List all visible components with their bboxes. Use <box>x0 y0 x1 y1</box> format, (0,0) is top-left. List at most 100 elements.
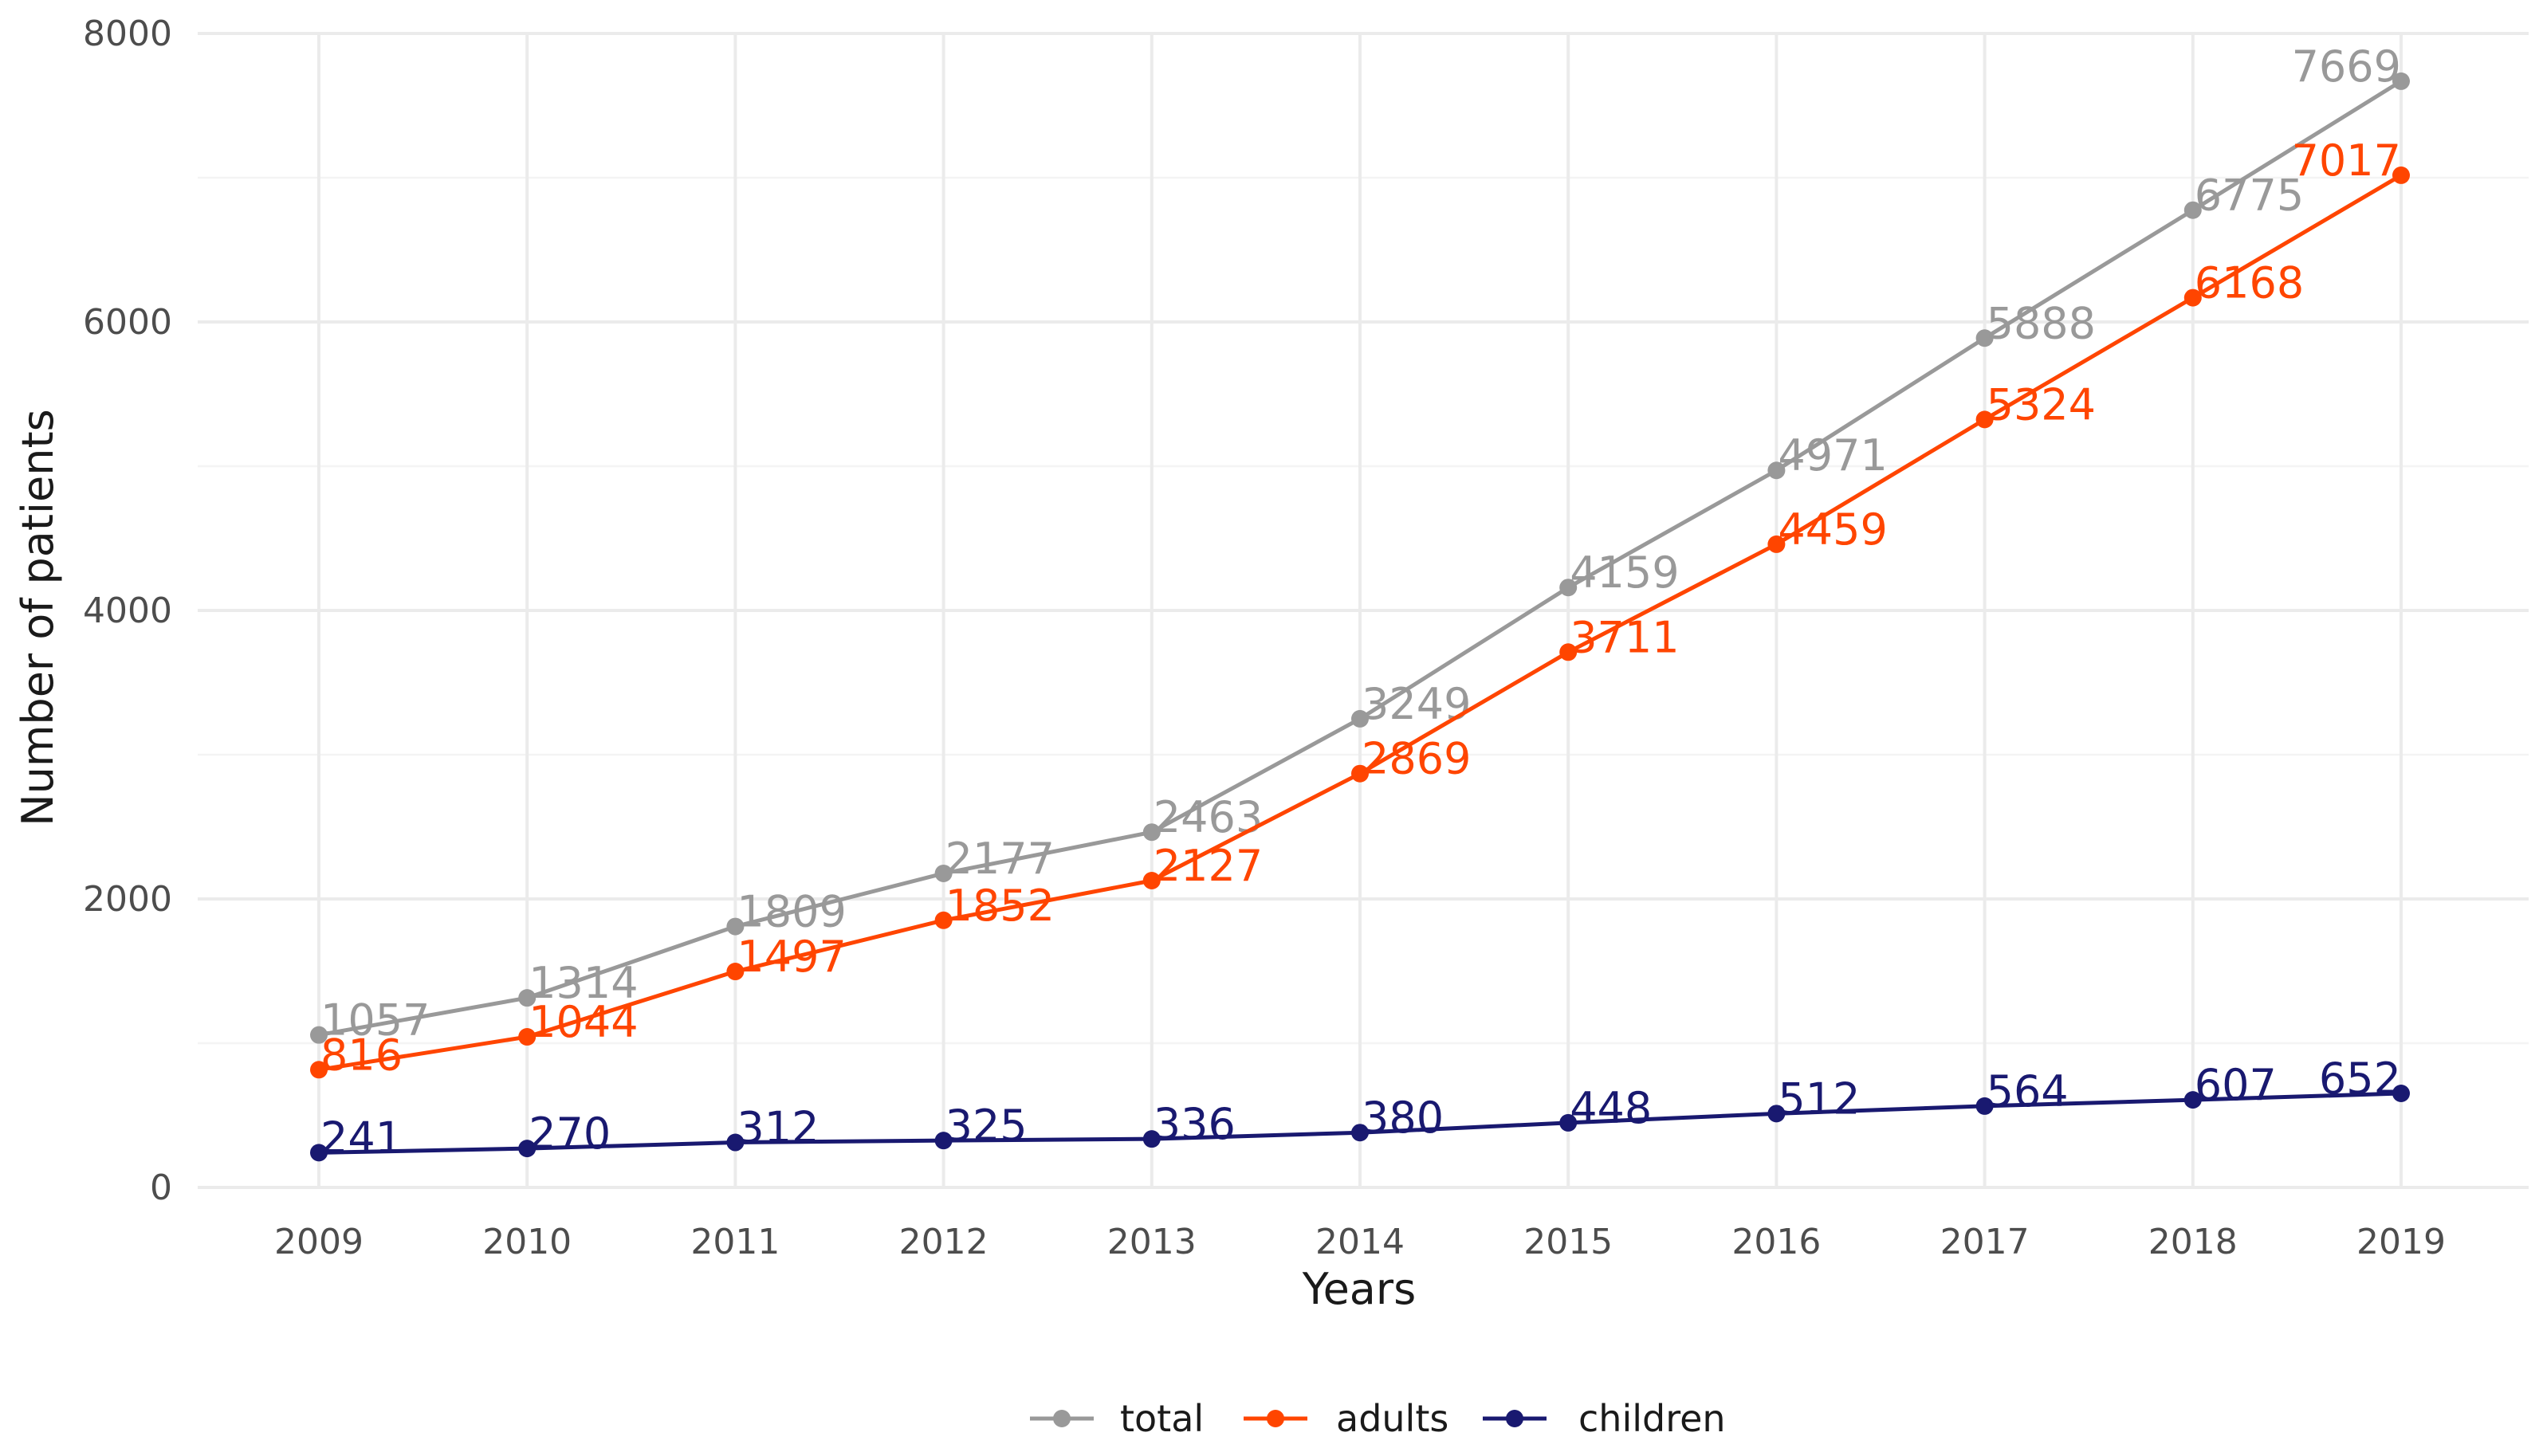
x-tick-label: 2014 <box>1315 1222 1405 1262</box>
data-label-total: 5888 <box>1987 298 2096 348</box>
data-point-adults <box>310 1061 328 1079</box>
series-group: 1057 1314 1809 2177 2463 3249 4159 4971 5888 6775… <box>310 41 2410 1163</box>
y-tick-label: 8000 <box>83 14 172 54</box>
series-adults: 816 1044 1497 1852 2127 2869 3711 4459 5324 6168 7… <box>310 135 2410 1080</box>
data-label-total: 1057 <box>320 995 430 1046</box>
data-point-total <box>310 1026 328 1044</box>
y-tick-label: 2000 <box>83 879 172 920</box>
data-label-children: 325 <box>945 1101 1028 1151</box>
data-label-total: 2177 <box>945 834 1055 884</box>
y-axis-title: Number of patients <box>13 409 63 826</box>
data-label-adults: 1497 <box>737 932 846 982</box>
legend-label: adults <box>1336 1397 1448 1440</box>
x-tick-label: 2013 <box>1107 1222 1197 1262</box>
series-children: 241 270 312 325 336 380 448 512 564 607 652 <box>310 1054 2410 1163</box>
x-tick-label: 2019 <box>2356 1222 2446 1262</box>
data-label-children: 380 <box>1362 1093 1444 1143</box>
data-label-children: 512 <box>1778 1073 1860 1124</box>
data-point-children <box>726 1133 745 1152</box>
x-tick-label: 2010 <box>482 1222 572 1262</box>
legend-item-total: total <box>1030 1397 1204 1440</box>
data-label-adults: 816 <box>320 1030 403 1080</box>
data-point-adults <box>1142 872 1161 890</box>
data-point-total <box>726 917 745 936</box>
data-label-children: 652 <box>2319 1054 2401 1104</box>
data-point-adults <box>2183 288 2202 307</box>
data-point-adults <box>934 911 953 929</box>
y-axis-ticks: 0 2000 4000 6000 8000 <box>83 14 172 1208</box>
x-axis-title: Years <box>1302 1264 1416 1314</box>
data-point-children <box>1559 1113 1578 1132</box>
data-label-total: 7669 <box>2292 41 2401 92</box>
data-point-children <box>310 1144 328 1162</box>
x-tick-label: 2012 <box>899 1222 989 1262</box>
data-point-children <box>1767 1105 1786 1123</box>
data-point-total <box>518 989 537 1007</box>
data-label-adults: 4459 <box>1778 504 1887 555</box>
data-point-children <box>1975 1097 1994 1115</box>
data-point-total <box>1975 329 1994 347</box>
legend-key-point <box>1506 1410 1523 1427</box>
data-label-adults: 1044 <box>529 997 638 1047</box>
data-label-children: 564 <box>1987 1066 2069 1117</box>
data-point-adults <box>518 1028 537 1046</box>
data-point-adults <box>1975 410 1994 429</box>
data-point-adults <box>2392 166 2410 184</box>
data-label-adults: 5324 <box>1987 379 2096 430</box>
data-label-total: 1314 <box>529 958 638 1008</box>
data-point-total <box>2183 201 2202 219</box>
data-label-adults: 7017 <box>2292 135 2401 186</box>
data-label-adults: 1852 <box>945 881 1055 931</box>
legend-key-point <box>1053 1410 1071 1427</box>
data-point-total <box>1559 579 1578 597</box>
legend-key-point <box>1267 1410 1284 1427</box>
data-label-children: 607 <box>2195 1060 2277 1110</box>
series-total: 1057 1314 1809 2177 2463 3249 4159 4971 5888 6775… <box>310 41 2410 1046</box>
data-point-children <box>2183 1091 2202 1109</box>
x-tick-label: 2017 <box>1940 1222 2030 1262</box>
data-point-adults <box>1559 643 1578 661</box>
x-tick-label: 2015 <box>1523 1222 1613 1262</box>
data-label-total: 1809 <box>737 887 846 937</box>
data-point-total <box>1142 823 1161 842</box>
legend-label: total <box>1120 1397 1204 1440</box>
x-tick-label: 2011 <box>690 1222 780 1262</box>
x-tick-label: 2018 <box>2148 1222 2238 1262</box>
data-point-total <box>934 864 953 882</box>
data-label-total: 4971 <box>1778 430 1887 481</box>
data-point-total <box>1351 709 1369 728</box>
legend-item-children: children <box>1483 1397 1726 1440</box>
data-point-total <box>1767 461 1786 480</box>
data-point-children <box>1351 1124 1369 1142</box>
data-point-adults <box>1351 764 1369 783</box>
data-label-total: 6775 <box>2195 171 2304 221</box>
data-label-adults: 6168 <box>2195 258 2304 308</box>
data-point-children <box>2392 1084 2410 1102</box>
data-label-total: 2463 <box>1154 792 1263 842</box>
x-axis-ticks: 2009 2010 2011 2012 2013 2014 2015 2016 2017 2018… <box>274 1222 2446 1262</box>
data-point-children <box>518 1140 537 1158</box>
legend-label: children <box>1578 1397 1726 1440</box>
data-label-children: 448 <box>1570 1083 1652 1133</box>
data-label-children: 312 <box>737 1103 819 1153</box>
data-point-adults <box>1767 535 1786 553</box>
data-point-children <box>1142 1130 1161 1148</box>
data-label-adults: 2869 <box>1362 734 1471 784</box>
data-point-total <box>2392 72 2410 90</box>
y-tick-label: 4000 <box>83 591 172 631</box>
data-label-adults: 3711 <box>1570 612 1679 662</box>
data-label-children: 270 <box>529 1109 611 1159</box>
data-label-children: 241 <box>320 1113 403 1163</box>
data-label-total: 4159 <box>1570 547 1679 598</box>
x-tick-label: 2016 <box>1731 1222 1821 1262</box>
data-label-total: 3249 <box>1362 679 1471 729</box>
data-label-children: 336 <box>1154 1099 1236 1149</box>
data-point-adults <box>726 963 745 981</box>
y-tick-label: 0 <box>150 1168 172 1208</box>
grid <box>198 32 2529 1189</box>
legend-item-adults: adults <box>1244 1397 1448 1440</box>
data-label-adults: 2127 <box>1154 841 1263 891</box>
data-point-children <box>934 1132 953 1150</box>
y-tick-label: 6000 <box>83 302 172 343</box>
